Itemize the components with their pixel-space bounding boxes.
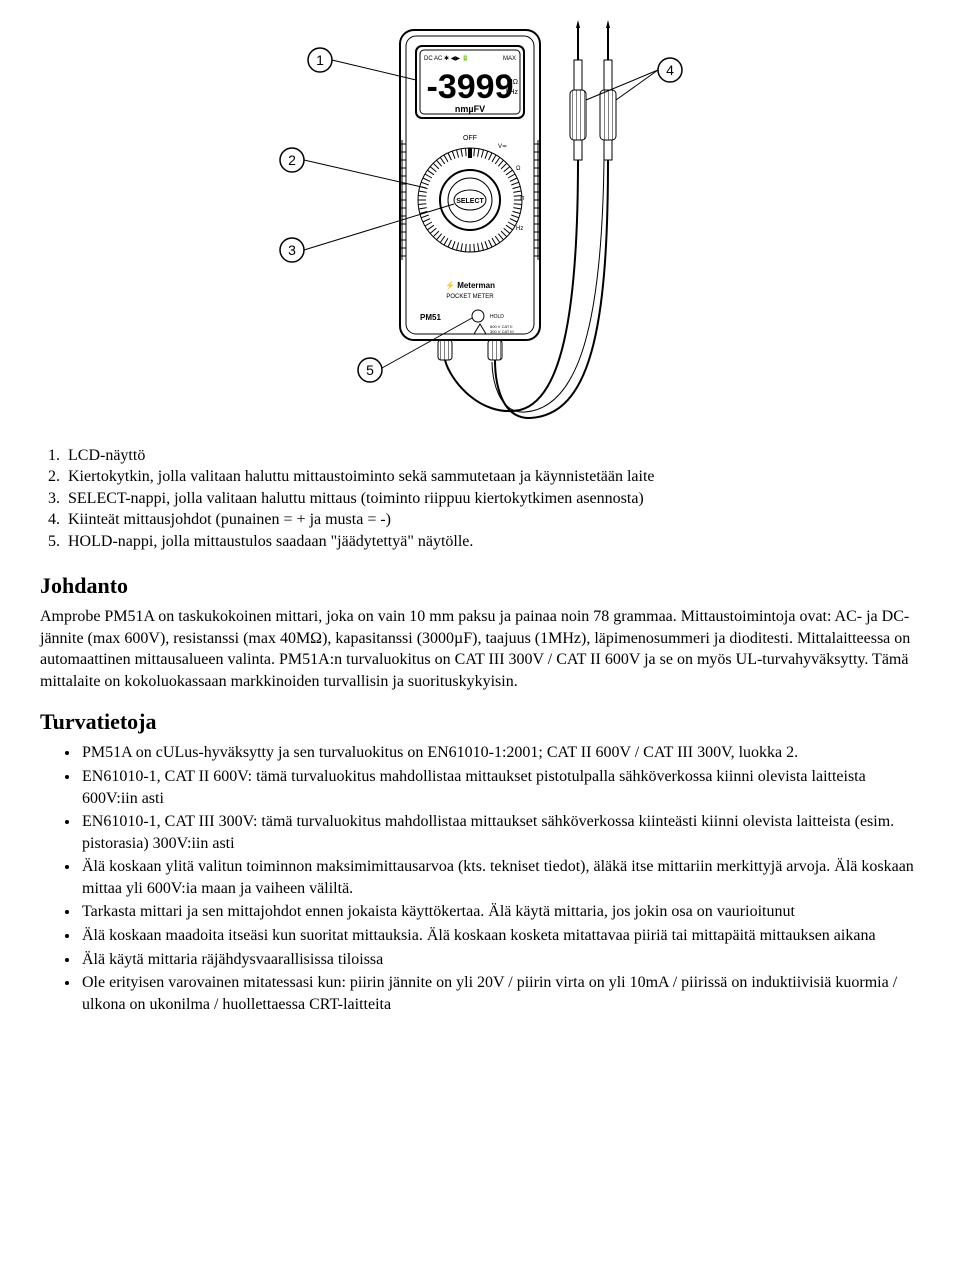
display-max: MAX xyxy=(503,56,516,62)
callout-4: 4 xyxy=(666,62,674,78)
dial-off-label: OFF xyxy=(463,135,477,142)
diagram-legend: LCD-näyttö Kiertokytkin, jolla valitaan … xyxy=(40,445,920,553)
display-bottom-row: nmµFV xyxy=(455,104,485,114)
legend-item: HOLD-nappi, jolla mittaustulos saadaan "… xyxy=(64,531,920,553)
intro-paragraph: Amprobe PM51A on taskukokoinen mittari, … xyxy=(40,606,920,692)
safety-heading: Turvatietoja xyxy=(40,707,920,737)
display-unit-top: MΩ xyxy=(507,79,518,86)
callout-3: 3 xyxy=(288,242,296,258)
hold-label: HOLD xyxy=(490,314,504,320)
cat-line2: 300 V CAT III xyxy=(490,329,514,334)
legend-item: SELECT-nappi, jolla valitaan haluttu mit… xyxy=(64,488,920,510)
device-diagram: DC AC ✱ ◀▶ 🔋 MAX -3999 MΩ kHz nmµFV SELE… xyxy=(40,20,920,427)
model-label: PM51 xyxy=(420,313,441,322)
intro-heading: Johdanto xyxy=(40,571,920,601)
safety-item: Älä koskaan maadoita itseäsi kun suorita… xyxy=(80,925,920,947)
display-unit-bottom: kHz xyxy=(506,89,519,96)
display-value: -3999 xyxy=(427,68,514,106)
safety-item: EN61010-1, CAT III 300V: tämä turvaluoki… xyxy=(80,811,920,854)
svg-text:⊓: ⊓ xyxy=(520,196,525,202)
display-top-icons: DC AC ✱ ◀▶ 🔋 xyxy=(424,54,469,62)
legend-item: LCD-näyttö xyxy=(64,445,920,467)
safety-item: Älä käytä mittaria räjähdysvaarallisissa… xyxy=(80,949,920,971)
safety-item: EN61010-1, CAT II 600V: tämä turvaluokit… xyxy=(80,766,920,809)
svg-text:V≂: V≂ xyxy=(498,144,507,150)
brand-label: ⚡ Meterman xyxy=(445,280,495,290)
safety-item: PM51A on cULus-hyväksytty ja sen turvalu… xyxy=(80,742,920,764)
legend-item: Kiinteät mittausjohdot (punainen = + ja … xyxy=(64,509,920,531)
dial-select-label: SELECT xyxy=(456,198,484,205)
svg-text:Ω: Ω xyxy=(516,166,521,172)
safety-list: PM51A on cULus-hyväksytty ja sen turvalu… xyxy=(40,742,920,1015)
subbrand-label: POCKET METER xyxy=(446,294,494,300)
safety-item: Älä koskaan ylitä valitun toiminnon maks… xyxy=(80,856,920,899)
callout-5: 5 xyxy=(366,362,374,378)
callout-1: 1 xyxy=(316,52,324,68)
svg-text:Hz: Hz xyxy=(516,226,523,232)
legend-item: Kiertokytkin, jolla valitaan haluttu mit… xyxy=(64,466,920,488)
callout-2: 2 xyxy=(288,152,296,168)
safety-item: Tarkasta mittari ja sen mittajohdot enne… xyxy=(80,901,920,923)
safety-item: Ole erityisen varovainen mitatessasi kun… xyxy=(80,972,920,1015)
